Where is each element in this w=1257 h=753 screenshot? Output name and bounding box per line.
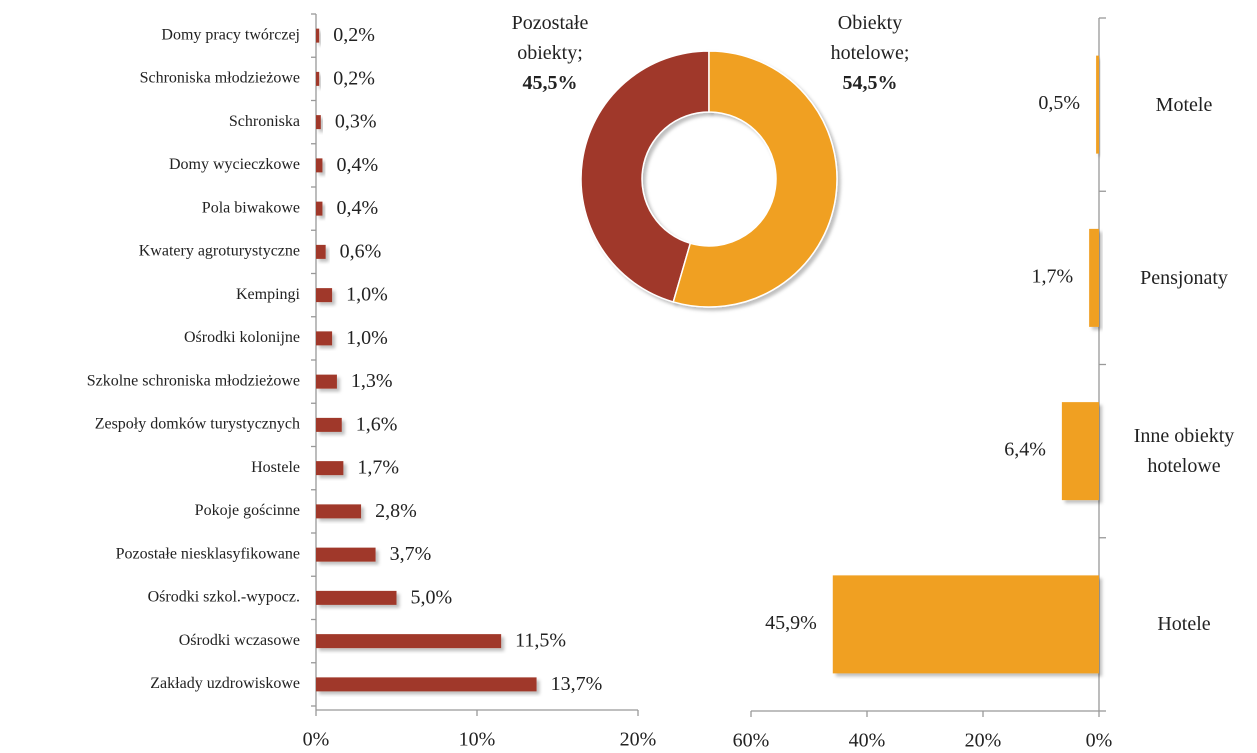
value-label: 0,2% xyxy=(333,24,375,46)
bar xyxy=(316,244,326,259)
bar xyxy=(1061,402,1099,501)
category-label: Ośrodki wczasowe xyxy=(179,632,300,649)
value-label: 1,7% xyxy=(357,457,399,479)
category-label: Inne obiekty hotelowe xyxy=(1109,411,1257,491)
bar xyxy=(316,115,321,130)
category-text: Pensjonaty xyxy=(1140,266,1228,289)
category-label: Ośrodki kolonijne xyxy=(184,329,300,346)
value-label: 0,5% xyxy=(1038,92,1080,114)
bar xyxy=(316,201,323,216)
slice-label-box: Obiekty hotelowe; 54,5% xyxy=(790,8,950,98)
value-label: 0,2% xyxy=(333,67,375,89)
value-label: 3,7% xyxy=(390,543,432,565)
category-label: Kempingi xyxy=(236,286,301,303)
category-label: Schroniska xyxy=(229,113,300,130)
category-label: Zespoły domków turystycznych xyxy=(95,416,300,433)
value-label: 13,7% xyxy=(551,673,603,695)
category-label: Hostele xyxy=(251,459,300,476)
category-label: Motele xyxy=(1109,65,1257,145)
category-label-box: Pensjonaty xyxy=(1109,238,1257,318)
x-tick-label: 0% xyxy=(303,729,330,751)
bar xyxy=(316,590,397,605)
slice-category: Obiekty hotelowe; xyxy=(830,12,910,64)
category-label: Kwatery agroturystyczne xyxy=(139,243,300,260)
bar xyxy=(316,547,376,562)
value-label: 1,6% xyxy=(356,413,398,435)
value-label: 1,7% xyxy=(1031,265,1073,287)
value-label: 1,0% xyxy=(346,284,388,306)
bar xyxy=(832,575,1099,674)
donut-slice xyxy=(672,50,838,308)
value-label: 6,4% xyxy=(1004,439,1046,461)
bar xyxy=(1096,55,1099,154)
category-label: Domy pracy twórczej xyxy=(161,26,300,43)
category-label: Pokoje gościnne xyxy=(195,502,300,519)
category-label: Hotele xyxy=(1109,584,1257,664)
category-label: Pozostałe niesklasyfikowane xyxy=(116,545,300,562)
bar xyxy=(316,28,320,43)
category-label: Pensjonaty xyxy=(1109,238,1257,318)
value-label: 11,5% xyxy=(515,630,566,652)
category-label: Szkolne schroniska młodzieżowe xyxy=(87,372,300,389)
category-text: Motele xyxy=(1155,93,1213,116)
value-label: 2,8% xyxy=(375,500,417,522)
value-label: 1,3% xyxy=(351,370,393,392)
bar xyxy=(316,634,502,649)
slice-label-box: Pozostałe obiekty; 45,5% xyxy=(470,8,630,98)
value-label: 5,0% xyxy=(411,586,453,608)
slice-value: 54,5% xyxy=(842,72,898,94)
category-label: Zakłady uzdrowiskowe xyxy=(150,675,300,692)
slice-label: Obiekty hotelowe; 54,5% xyxy=(790,8,950,98)
category-label: Schroniska młodzieżowe xyxy=(140,70,300,87)
category-label-box: Hotele xyxy=(1109,584,1257,664)
category-label-box: Motele xyxy=(1109,65,1257,145)
x-tick-label: 0% xyxy=(1086,730,1113,752)
bar xyxy=(316,288,333,303)
category-text: Inne obiekty hotelowe xyxy=(1133,425,1235,478)
bar xyxy=(316,158,323,173)
value-label: 0,6% xyxy=(340,240,382,262)
x-tick-label: 20% xyxy=(620,729,657,751)
bar xyxy=(1089,228,1099,327)
value-label: 0,4% xyxy=(336,197,378,219)
category-label-box: Inne obiekty hotelowe xyxy=(1109,411,1257,491)
value-label: 45,9% xyxy=(765,612,817,634)
slice-label: Pozostałe obiekty; 45,5% xyxy=(470,8,630,98)
bar xyxy=(316,461,344,476)
slice-value: 45,5% xyxy=(522,72,578,94)
bar xyxy=(316,417,342,432)
x-tick-label: 20% xyxy=(965,730,1002,752)
bar xyxy=(316,331,333,346)
category-label: Domy wycieczkowe xyxy=(169,156,300,173)
category-text: Hotele xyxy=(1157,613,1211,636)
bar xyxy=(316,504,362,519)
x-tick-label: 60% xyxy=(733,730,770,752)
value-label: 0,3% xyxy=(335,111,377,133)
value-label: 0,4% xyxy=(336,154,378,176)
x-tick-label: 10% xyxy=(459,729,496,751)
category-label: Pola biwakowe xyxy=(202,199,300,216)
value-label: 1,0% xyxy=(346,327,388,349)
bar xyxy=(316,374,337,389)
donut-slice xyxy=(580,50,710,303)
bar xyxy=(316,71,320,86)
bar xyxy=(316,677,537,692)
x-tick-label: 40% xyxy=(849,730,886,752)
slice-category: Pozostałe obiekty; xyxy=(511,12,589,64)
category-label: Ośrodki szkol.-wypocz. xyxy=(148,589,300,606)
